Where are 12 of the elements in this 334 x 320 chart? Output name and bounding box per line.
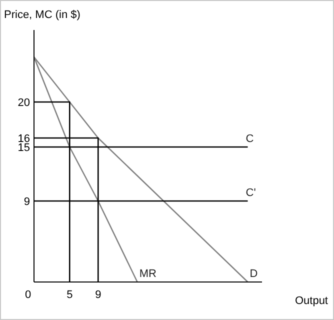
x-axis-title: Output bbox=[294, 295, 328, 307]
series-label: MR bbox=[139, 268, 156, 280]
x-tick-label: 9 bbox=[95, 289, 102, 301]
y-tick-label: 15 bbox=[18, 142, 30, 154]
y-axis-title: Price, MC (in $) bbox=[4, 9, 80, 21]
series-label: C bbox=[246, 133, 254, 145]
y-tick-label: 20 bbox=[18, 96, 30, 109]
series-label: D bbox=[250, 268, 258, 280]
y-tick-label: 9 bbox=[24, 196, 30, 208]
x-tick-label: 5 bbox=[66, 289, 73, 301]
series-label: C' bbox=[246, 187, 256, 199]
x-tick-label: 0 bbox=[24, 289, 32, 301]
